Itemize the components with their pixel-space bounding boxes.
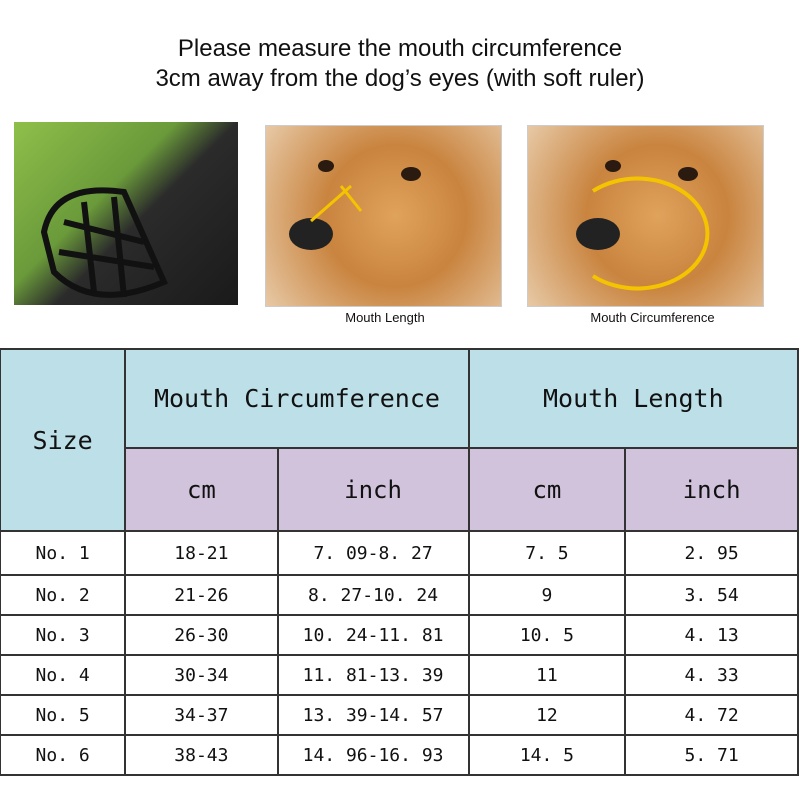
circumference-cm-cell: 26-30	[124, 614, 279, 656]
circumference-inch-cell: 11. 81-13. 39	[276, 654, 470, 696]
unit-header-inch: inch	[624, 447, 799, 532]
length-cm-cell: 14. 5	[467, 734, 627, 776]
table-row: No. 6 38-43 14. 96-16. 93 14. 5 5. 71	[0, 734, 799, 776]
circumference-cm-cell: 18-21	[124, 530, 279, 576]
mouth-circumference-photo	[527, 125, 764, 307]
circumference-inch-cell: 10. 24-11. 81	[276, 614, 470, 656]
table-row: No. 4 30-34 11. 81-13. 39 11 4. 33	[0, 654, 799, 696]
size-cell: No. 1	[0, 530, 127, 576]
muzzle-icon	[40, 187, 168, 298]
length-inch-cell: 2. 95	[624, 530, 799, 576]
circumference-inch-cell: 14. 96-16. 93	[276, 734, 470, 776]
unit-header-cm: cm	[124, 447, 279, 532]
table-row: No. 1 18-21 7. 09-8. 27 7. 5 2. 95	[0, 530, 799, 576]
length-cm-cell: 11	[467, 654, 627, 696]
circumference-inch-cell: 7. 09-8. 27	[276, 530, 470, 576]
circumference-cm-cell: 34-37	[124, 694, 279, 736]
caption-mouth-circumference: Mouth Circumference	[590, 310, 715, 325]
circumference-cm-cell: 30-34	[124, 654, 279, 696]
circumference-arrow-icon	[591, 176, 710, 291]
length-inch-cell: 4. 72	[624, 694, 799, 736]
size-cell: No. 4	[0, 654, 127, 696]
table-row: No. 3 26-30 10. 24-11. 81 10. 5 4. 13	[0, 614, 799, 656]
instruction-title: Please measure the mouth circumference 3…	[0, 34, 800, 94]
size-header: Size	[0, 348, 127, 532]
size-cell: No. 3	[0, 614, 127, 656]
circumference-cm-cell: 21-26	[124, 574, 279, 616]
length-cm-cell: 12	[467, 694, 627, 736]
length-inch-cell: 3. 54	[624, 574, 799, 616]
length-arrow-icon	[310, 184, 363, 223]
length-inch-cell: 4. 33	[624, 654, 799, 696]
mouth-length-header: Mouth Length	[467, 348, 800, 449]
title-line-2: 3cm away from the dog’s eyes (with soft …	[155, 65, 645, 92]
size-cell: No. 5	[0, 694, 127, 736]
length-cm-cell: 9	[467, 574, 627, 616]
size-cell: No. 2	[0, 574, 127, 616]
size-chart-table: Size Mouth Circumference Mouth Length cm…	[0, 348, 800, 776]
length-inch-cell: 4. 13	[624, 614, 799, 656]
title-line-1: Please measure the mouth circumference	[177, 35, 623, 62]
circumference-inch-cell: 8. 27-10. 24	[276, 574, 470, 616]
length-cm-cell: 10. 5	[467, 614, 627, 656]
muzzled-dog-photo	[14, 122, 238, 305]
unit-header-cm: cm	[467, 447, 627, 532]
length-inch-cell: 5. 71	[624, 734, 799, 776]
table-row: No. 2 21-26 8. 27-10. 24 9 3. 54	[0, 574, 799, 616]
table-row: No. 5 34-37 13. 39-14. 57 12 4. 72	[0, 694, 799, 736]
mouth-length-photo	[265, 125, 502, 307]
length-cm-cell: 7. 5	[467, 530, 627, 576]
circumference-inch-cell: 13. 39-14. 57	[276, 694, 470, 736]
size-cell: No. 6	[0, 734, 127, 776]
circumference-cm-cell: 38-43	[124, 734, 279, 776]
mouth-circumference-header: Mouth Circumference	[124, 348, 470, 449]
caption-mouth-length: Mouth Length	[345, 310, 425, 325]
unit-header-inch: inch	[276, 447, 470, 532]
